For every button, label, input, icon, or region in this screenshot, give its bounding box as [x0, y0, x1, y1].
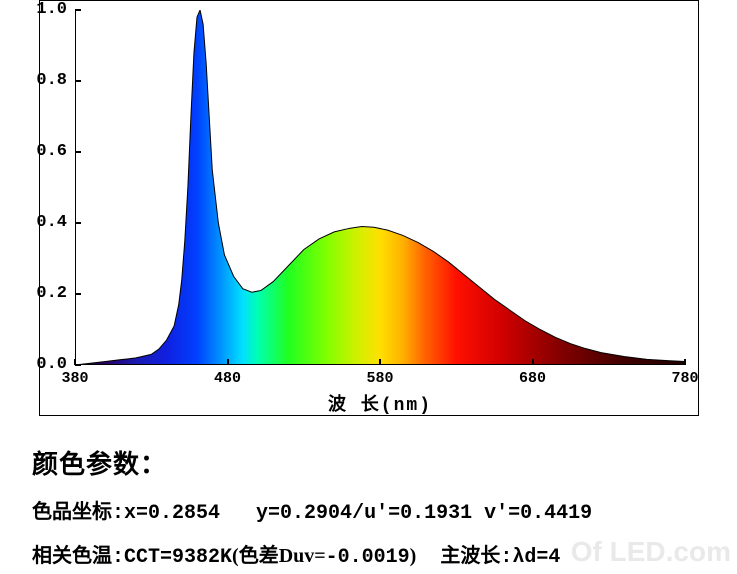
chrom-v: 0.4419	[520, 502, 592, 525]
chrom-x: 0.2854	[148, 502, 220, 525]
x-tick-label: 780	[671, 370, 698, 387]
color-parameters-block: 颜色参数： 色品坐标:x=0.2854 y=0.2904/u'=0.1931 v…	[32, 444, 737, 569]
spectrum-plot	[75, 10, 685, 365]
params-title: 颜色参数：	[32, 444, 737, 481]
y-tick-label: 0.2	[27, 284, 67, 303]
chrom-y: 0.2904	[280, 502, 352, 525]
chromaticity-line: 色品坐标:x=0.2854 y=0.2904/u'=0.1931 v'=0.44…	[32, 495, 737, 525]
dom-wl-label: 主波长	[440, 545, 500, 567]
y-tick-label: 0.4	[27, 213, 67, 232]
duv-value: -0.0019	[326, 546, 410, 569]
y-tick-label: 1.0	[27, 0, 67, 19]
x-axis-label: 波 长(nm)	[328, 390, 432, 416]
chrom-u: 0.1931	[400, 502, 472, 525]
x-tick-label: 580	[366, 370, 393, 387]
cct-value: 9382K	[172, 546, 232, 569]
x-tick-label: 680	[519, 370, 546, 387]
coord-label: 色品坐标	[32, 501, 112, 523]
x-tick-label: 380	[61, 370, 88, 387]
spectrum-svg	[75, 10, 685, 365]
cct-label: 相关色温	[32, 545, 112, 567]
x-tick-label: 480	[214, 370, 241, 387]
y-tick-label: 0.8	[27, 71, 67, 90]
lambda-d: λd=4	[512, 546, 560, 569]
cct-line: 相关色温:CCT=9382K(色差Duv=-0.0019) 主波长:λd=4	[32, 539, 737, 569]
y-tick-label: 0.6	[27, 142, 67, 161]
